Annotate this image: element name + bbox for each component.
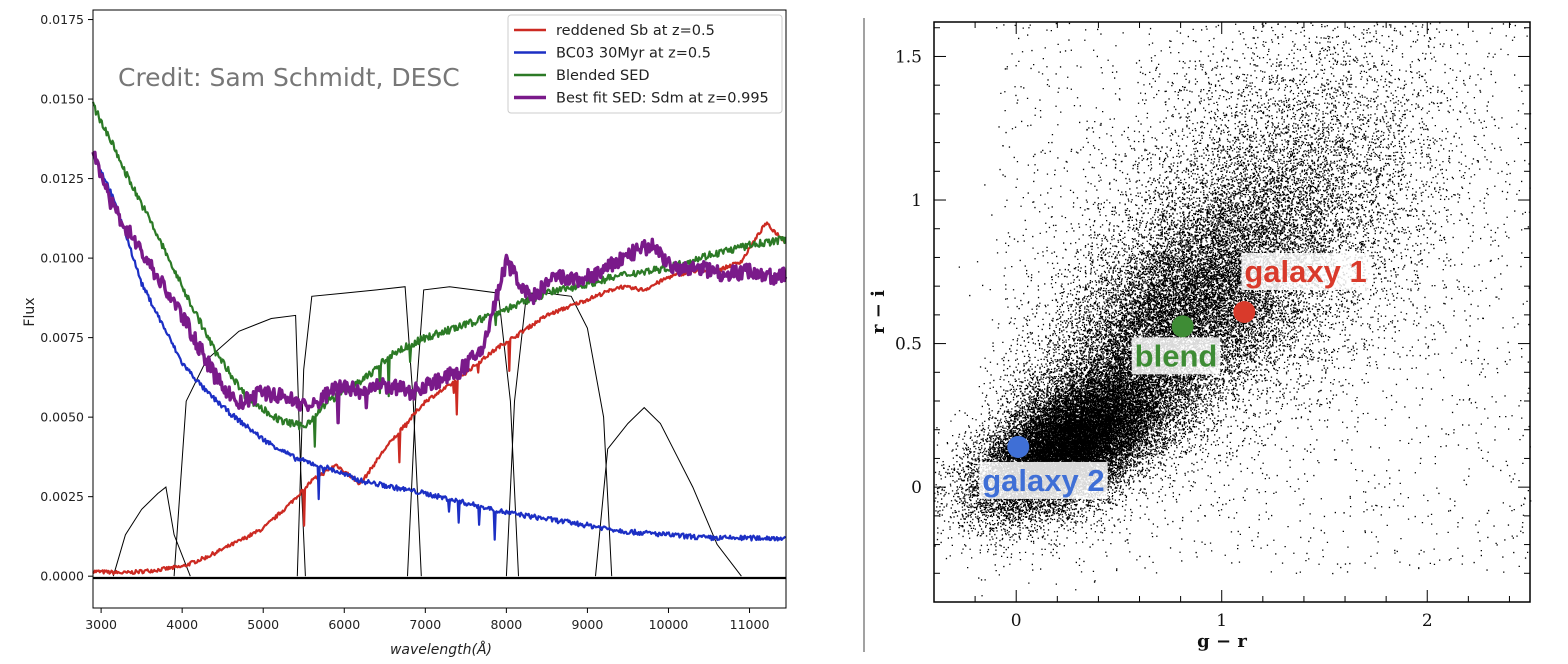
sed-x-tick-label: 8000	[490, 617, 522, 632]
label-background	[1131, 337, 1221, 375]
series-line-4	[91, 150, 788, 425]
color-color-plot: 0 1 200.511.5 g − r r − i galaxy 1blendgal…	[868, 21, 1532, 652]
sed-x-axis-label: wavelength(Å)	[390, 641, 492, 658]
galaxy-scatter-points	[934, 22, 1532, 597]
sed-y-tick-label: 0.0150	[40, 92, 84, 107]
sed-series	[91, 101, 788, 576]
cc-x-tick-label: 1	[1216, 611, 1227, 631]
point-label-blend: blend	[1135, 338, 1218, 373]
filter-curve-i	[407, 286, 519, 577]
point-galaxy-1	[1233, 301, 1256, 323]
sed-x-tick-label: 11000	[730, 617, 770, 632]
legend-label: BC03 30Myr at z=0.5	[556, 46, 711, 62]
sed-x-tick-label: 9000	[572, 617, 604, 632]
sed-x-ticks: 3000 4000 5000 6000 7000 8000 9000 10000 11000	[85, 608, 769, 632]
sed-x-tick-label: 3000	[85, 617, 117, 632]
sed-x-tick-label: 4000	[166, 617, 198, 632]
label-background	[979, 461, 1108, 499]
sed-y-tick-label: 0.0100	[40, 251, 84, 266]
series-line-1	[92, 221, 787, 576]
cc-ticks: 0 1 2 0 0.5 1 1.5	[895, 22, 1530, 631]
sed-plot-frame	[92, 9, 787, 609]
cc-y-tick-label: 0	[911, 478, 922, 498]
sed-y-tick-label: 0.0000	[40, 569, 84, 584]
sed-y-tick-label: 0.0175	[40, 12, 84, 27]
legend-label: reddened Sb at z=0.5	[556, 23, 715, 39]
sed-x-tick-label: 7000	[409, 617, 441, 632]
cc-y-tick-label: 1.5	[895, 47, 922, 67]
legend-label: Blended SED	[556, 68, 650, 84]
label-background	[1241, 253, 1370, 290]
sed-y-axis-label: Flux	[22, 297, 38, 326]
cc-y-axis-label: r − i	[868, 290, 889, 334]
legend-label: Best fit SED: Sdm at z=0.995	[556, 91, 769, 107]
series-line-2	[92, 152, 787, 542]
cc-x-tick-label: 2	[1422, 611, 1433, 631]
point-galaxy-2	[1007, 435, 1030, 458]
cc-y-tick-label: 1	[911, 191, 922, 211]
sed-chart: 3000 4000 5000 6000 7000 8000 9000 10000 11000 0…	[22, 9, 788, 658]
sed-x-tick-label: 5000	[247, 617, 279, 632]
sed-y-tick-label: 0.0025	[40, 489, 84, 504]
point-label-galaxy-2: galaxy 2	[982, 463, 1104, 498]
sed-y-ticks: 0.0000 0.0025 0.0050 0.0075 0.0100 0.0125 0.01…	[40, 12, 93, 584]
filter-curve-z	[505, 292, 613, 577]
cc-y-tick-label: 0.5	[895, 335, 922, 355]
sed-legend: reddened Sb at z=0.5 BC03 30Myr at z=0.5 B…	[507, 14, 783, 114]
cc-plot-frame	[933, 21, 1531, 603]
point-blend	[1171, 315, 1194, 338]
credit-annotation: Credit: Sam Schmidt, DESC	[118, 63, 460, 92]
filter-curve-g	[173, 314, 306, 577]
sed-x-tick-label: 10000	[649, 617, 689, 632]
cc-x-axis-label: g − r	[1197, 631, 1247, 652]
filter-curve-y	[595, 406, 742, 577]
sed-y-tick-label: 0.0075	[40, 330, 84, 345]
point-label-galaxy-1: galaxy 1	[1244, 254, 1366, 289]
galaxy-population	[934, 22, 1532, 597]
sed-y-tick-label: 0.0050	[40, 410, 84, 425]
filter-curve-r	[296, 286, 422, 577]
filter-curve-u	[112, 486, 191, 577]
cc-x-tick-label: 0	[1011, 611, 1022, 631]
sed-x-tick-label: 6000	[328, 617, 360, 632]
highlighted-points: galaxy 1 blend galaxy 2	[979, 253, 1370, 499]
sed-y-tick-label: 0.0125	[40, 171, 84, 186]
legend-box	[507, 14, 783, 114]
